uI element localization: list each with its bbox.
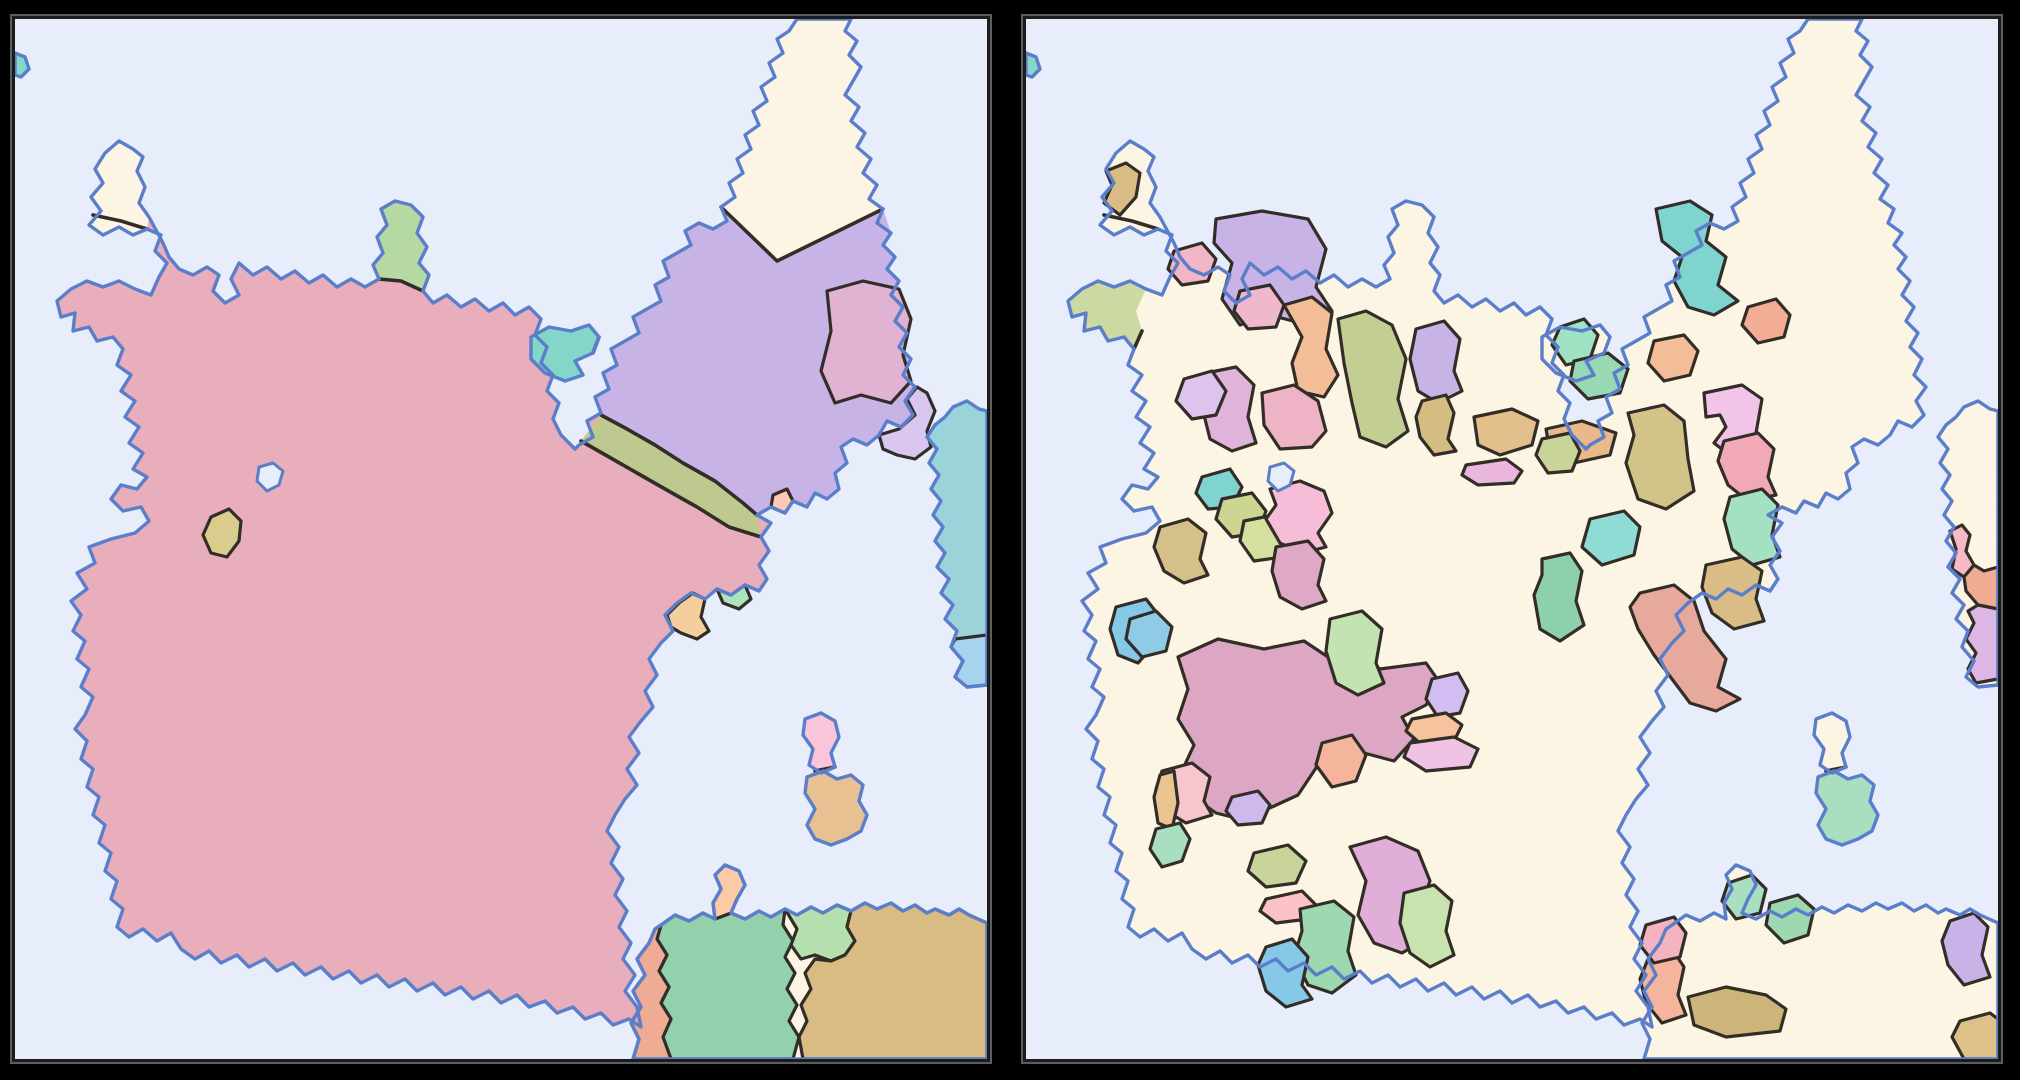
coastline-island_north [1812,711,1852,775]
prov-khaki-coast [1152,517,1210,585]
state-seagreen [655,907,801,1059]
coastline-island_south [1814,769,1880,847]
coastline-se_landmass [629,863,987,1059]
enclave-khaki [201,507,243,559]
coastline-island_south [803,769,869,847]
coastline-continent [55,19,917,1029]
provinces-map-svg [1026,19,1998,1059]
prov-orange-ne [1646,333,1700,383]
state-teal-blob [531,325,599,381]
map-panel-provinces [1021,14,2003,1064]
prov-mint-coast2 [1722,487,1782,567]
prov-pink-nw [1232,283,1286,331]
prov-tan-sliver [1152,769,1180,831]
coastline-east_strip [925,399,987,689]
state-lilac [595,207,915,515]
coastline-east_strip [1936,399,1998,689]
prov-purple-bay [1408,319,1464,405]
prov-olive-island [1068,281,1146,349]
border-hook2 [1102,213,1160,231]
prov-tan-bay [1472,407,1540,457]
coastline-se_landmass [1640,863,1998,1059]
prov-lavender-s [1224,789,1272,827]
coastline-island_north [801,711,841,775]
coastline-corner_islet [1026,51,1042,79]
neutral-hook-wedge [89,141,149,235]
state-orchid [819,279,913,405]
border-olive-neck [1132,329,1144,351]
prov-olive-trap [1246,843,1308,889]
prov-khaki-pent [1624,403,1696,511]
coastline-continent [1066,19,1928,1029]
prov-se-tan [1950,1011,1998,1059]
border-green-blob [377,277,425,293]
coastline-bay_islet [1540,323,1612,383]
state-east-teal [927,401,987,687]
prov-pink-coast2 [1716,431,1778,503]
prov-island-mint [1816,771,1878,845]
prov-east-salmon [1962,563,1998,611]
prov-pink-mid [1260,383,1328,451]
prov-salmon-in [1314,733,1368,789]
border-strip-sw [579,439,763,539]
prov-blue-s [1256,937,1314,1009]
prov-khaki-sliver2 [1414,393,1458,457]
inland-lake [1266,461,1296,493]
neutral-peninsula [721,19,883,261]
prov-pink-heart [1264,479,1334,555]
prov-pinkviolet-sliver [1460,457,1524,487]
prov-se-khaki [1686,985,1788,1039]
prov-dustyrose [1270,539,1328,611]
prov-seagreen-L [1532,551,1586,643]
prov-mint-bay2 [1568,351,1630,401]
prov-plum-e [1402,735,1480,773]
prov-olive-big [1336,309,1410,449]
prov-turquoise-pg [1580,509,1642,567]
state-olive-strip [575,415,761,537]
coastline-bay_islet [529,323,601,383]
prov-orange-nw [1282,295,1340,399]
map-panel-states [10,14,992,1064]
prov-blueteal-s [1124,609,1174,659]
border-strip-ne [599,413,759,517]
prov-lightgreen-se [1398,883,1456,969]
coastline-corner_islet [15,51,31,79]
border-hook [91,213,149,231]
prov-olive-bay [1534,431,1582,475]
states-map-svg [15,19,987,1059]
border-peninsula-v [719,205,885,263]
island-tan [805,771,867,845]
prov-mint-s [1148,821,1192,869]
inland-lake [255,461,285,493]
prov-salmon-ne [1740,297,1792,345]
prov-plum-w [1174,369,1228,421]
prov-se-green [1764,893,1816,945]
prov-salmon-diag [1628,583,1742,713]
prov-violet-e [1424,671,1470,719]
prov-east-orchid [1964,603,1998,685]
prov-se-purple [1940,911,1992,987]
prov-lightgreen-s [1324,609,1386,697]
